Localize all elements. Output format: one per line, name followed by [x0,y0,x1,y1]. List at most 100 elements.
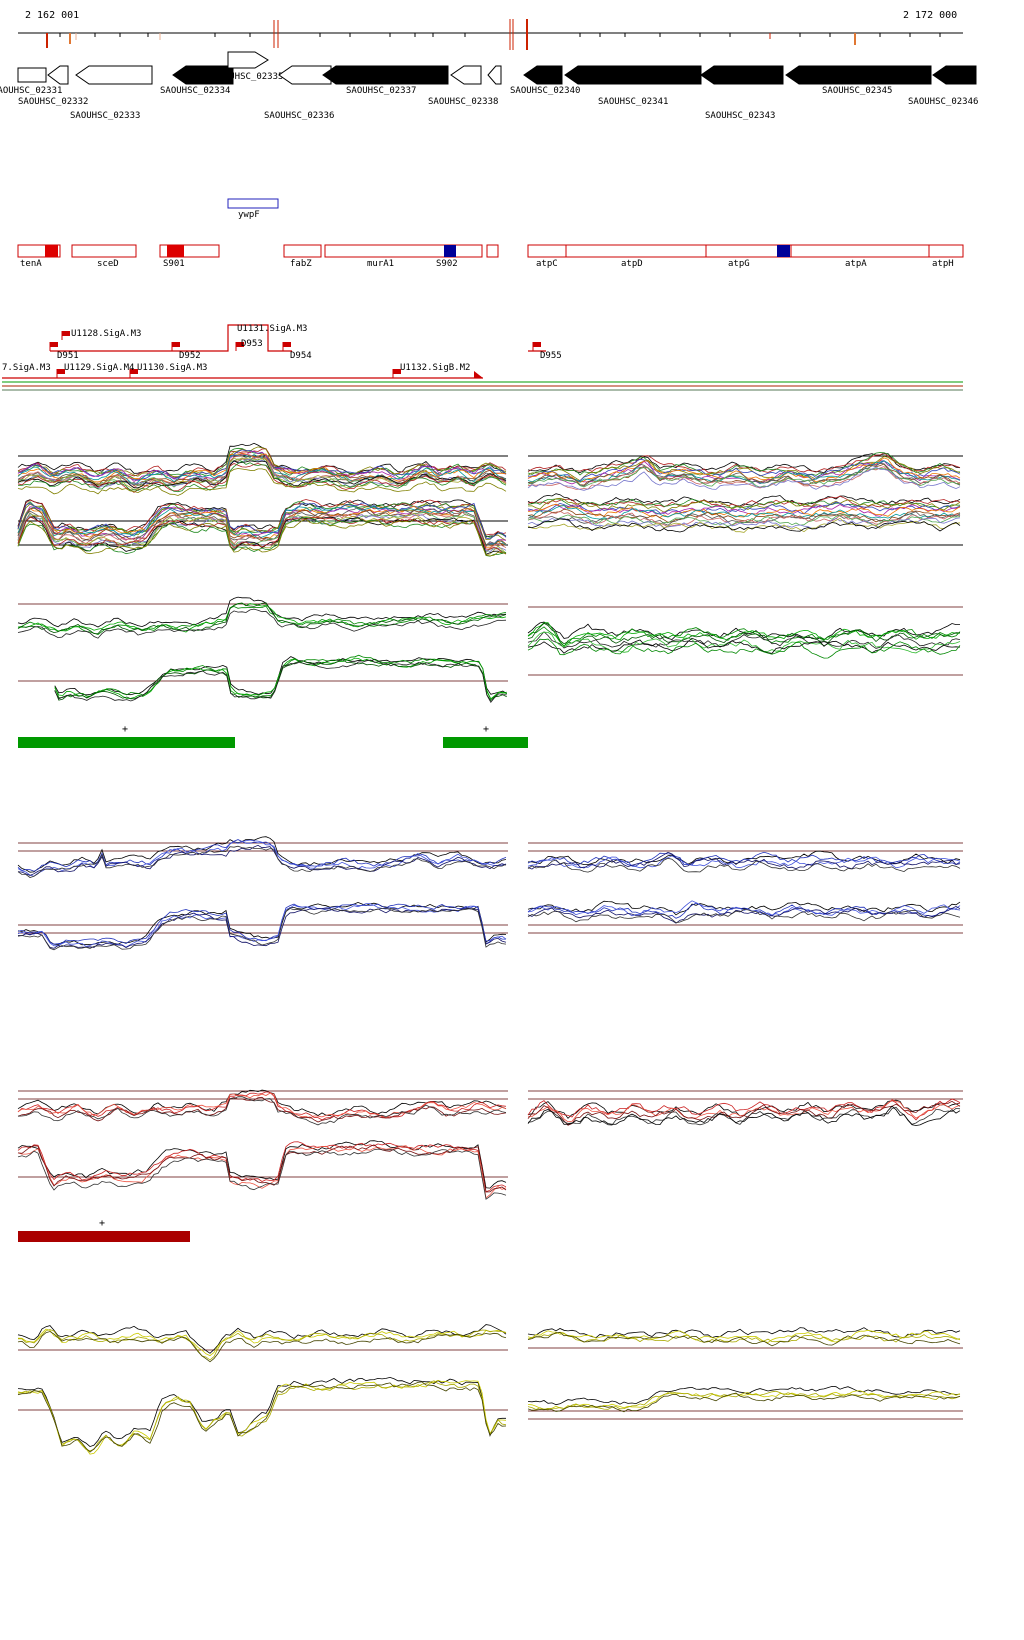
signal-trace-blue-condition [17,907,507,951]
segment-bar[interactable] [443,737,528,748]
feature-fill [444,245,456,257]
signal-trace-yellow-condition [527,1385,961,1406]
signal-trace-blue-condition [527,850,961,865]
signal-trace-blue-condition [527,851,961,870]
signal-trace-red-condition [17,1148,507,1200]
signal-trace-all-conditions-mixed [527,503,961,517]
feature-box-atpD[interactable] [565,244,707,258]
signal-trace-red-condition [527,1100,961,1126]
signal-trace-green-condition [527,621,960,641]
gene-unlabeled[interactable] [487,65,502,85]
signal-trace-all-conditions-mixed [17,457,507,489]
tss-flag[interactable] [62,331,70,336]
signal-trace-all-conditions-mixed [527,463,961,486]
signal-trace-blue-condition [527,900,961,916]
gene-SAOUHSC_02333[interactable] [75,65,153,85]
feature-label: S902 [436,259,458,269]
feature-fill [45,245,58,257]
signal-trace-blue-condition [17,839,507,877]
signal-trace-red-condition [17,1140,507,1189]
gene-SAOUHSC_02332[interactable] [47,65,69,85]
gene-label: SAOUHSC_02345 [822,86,892,96]
signal-trace-all-conditions-mixed [527,518,961,533]
segment-bar[interactable] [18,1231,190,1242]
tss-flag[interactable] [130,369,138,374]
gene-SAOUHSC_02334[interactable] [172,65,234,85]
feature-box-ywpF[interactable] [227,198,279,209]
signal-trace-all-conditions-mixed [527,452,961,477]
signal-trace-green-condition [17,602,507,633]
tss-flag[interactable] [57,369,65,374]
feature-label: murA1 [367,259,394,269]
feature-label: atpD [621,259,643,269]
feature-box-unlabeled[interactable] [486,244,499,258]
signal-trace-yellow-condition [527,1390,961,1411]
ywpF-label: ywpF [238,210,260,220]
signal-trace-all-conditions-mixed [17,516,507,555]
signal-trace-green-condition [54,654,507,700]
tss-flag[interactable] [393,369,401,374]
tss-line [50,324,292,352]
gene-label: SAOUHSC_02346 [908,97,978,107]
feature-label: S901 [163,259,185,269]
signal-trace-red-condition [17,1096,507,1123]
segment-bar[interactable] [18,737,235,748]
tss-flag[interactable] [533,342,541,347]
feature-label: sceD [97,259,119,269]
signal-trace-all-conditions-mixed [527,513,961,527]
gene-SAOUHSC_02340[interactable] [523,65,563,85]
signal-trace-all-conditions-mixed [17,454,507,486]
feature-box-sceD[interactable] [71,244,137,258]
signal-trace-green-condition [17,596,507,628]
tss-flag[interactable] [172,342,180,347]
signal-trace-all-conditions-mixed [17,501,507,538]
signal-trace-all-conditions-mixed [17,457,507,491]
tss-flag-label: U1131.SigA.M3 [237,324,307,334]
gene-label: SAOUHSC_02337 [346,86,416,96]
tss-flag[interactable] [283,342,291,347]
signal-trace-all-conditions-mixed [17,517,507,557]
tss-flag[interactable] [50,342,58,347]
signal-trace-yellow-condition [527,1392,961,1413]
tss-flag[interactable] [236,342,244,347]
gene-SAOUHSC_02341[interactable] [564,65,702,85]
feature-fill [777,245,790,257]
signal-trace-all-conditions-mixed [17,513,507,552]
signal-trace-green-condition [527,626,961,647]
gene-SAOUHSC_02338[interactable] [450,65,482,85]
gene-SAOUHSC_02345[interactable] [785,65,932,85]
gene-label: SAOUHSC_02343 [705,111,775,121]
ruler-end-coordinate: 2 172 000 [903,10,958,21]
gene-label: SAOUHSC_02336 [264,111,334,121]
signal-trace-yellow-condition [17,1381,507,1453]
signal-trace-green-condition [527,622,961,645]
feature-box-atpC[interactable] [527,244,567,258]
signal-trace-all-conditions-mixed [527,510,961,528]
signal-trace-red-condition [17,1091,507,1121]
signal-trace-yellow-condition [527,1332,961,1347]
feature-label: atpC [536,259,558,269]
signal-trace-all-conditions-mixed [17,460,507,493]
tss-flag-label: D954 [290,351,312,361]
tss-motif-label: 7.SigA.M3 [2,363,51,373]
feature-box-atpA[interactable] [790,244,930,258]
feature-box-fabZ[interactable] [283,244,322,258]
feature-label: tenA [20,259,42,269]
gene-SAOUHSC_02335[interactable] [227,51,269,69]
gene-SAOUHSC_02346[interactable] [932,65,977,85]
signal-trace-green-condition [527,638,961,659]
feature-box-murA1[interactable] [324,244,483,258]
gene-label: SAOUHSC_02334 [160,86,230,96]
signal-trace-all-conditions-mixed [527,503,961,518]
signal-trace-all-conditions-mixed [527,501,961,515]
signal-trace-red-condition [17,1096,507,1126]
feature-label: atpA [845,259,867,269]
feature-box-atpH[interactable] [928,244,964,258]
gene-SAOUHSC_02331[interactable] [17,67,47,83]
tss-flag-label: D952 [179,351,201,361]
gene-label: SAOUHSC_02340 [510,86,580,96]
signal-trace-yellow-condition [17,1331,507,1363]
gene-SAOUHSC_02343[interactable] [700,65,784,85]
signal-trace-all-conditions-mixed [527,455,961,482]
gene-SAOUHSC_02337[interactable] [322,65,449,85]
